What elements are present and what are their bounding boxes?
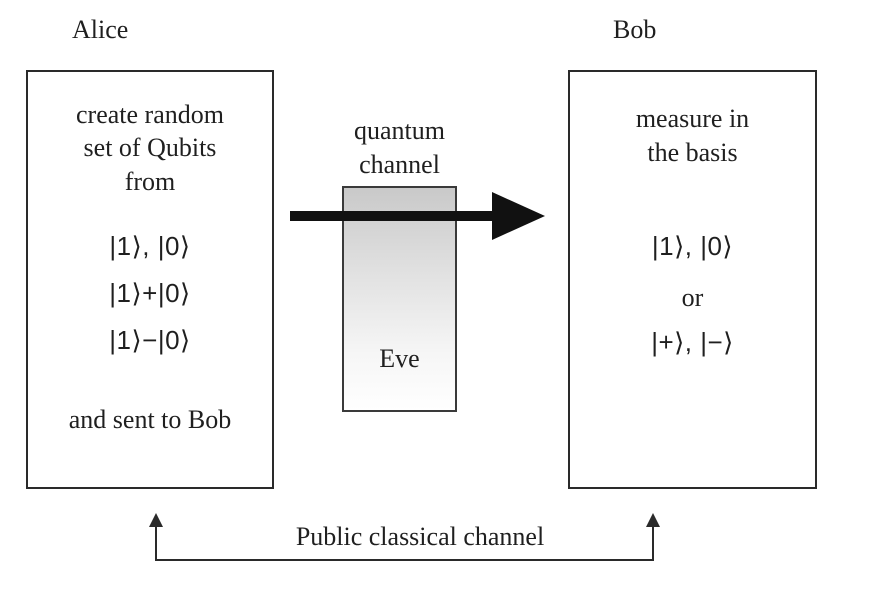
alice-state-1: |1⟩, |0⟩ (109, 231, 191, 261)
bob-box: measure in the basis |1⟩, |0⟩ or |+⟩, |−… (568, 70, 817, 489)
eve-label: Eve (379, 344, 420, 373)
quantum-channel-arrow (290, 192, 545, 240)
bob-basis-1: |1⟩, |0⟩ (651, 231, 734, 261)
eve-box: Eve (342, 186, 457, 412)
bob-basis-2: |+⟩, |−⟩ (651, 327, 734, 357)
bob-text-line-2: the basis (647, 138, 738, 167)
alice-state-3: |1⟩−|0⟩ (109, 325, 191, 355)
bob-or-label: or (681, 283, 704, 312)
alice-box: create random set of Qubits from |1⟩, |0… (26, 70, 274, 489)
alice-text-line-3: from (124, 167, 176, 196)
alice-text-line-2: set of Qubits (83, 133, 217, 162)
channel-label-line-2: channel (359, 150, 440, 179)
bob-title: Bob (613, 15, 657, 44)
alice-text-line-1: create random (76, 100, 224, 129)
public-channel-arrowhead-right (646, 513, 660, 527)
alice-footer: and sent to Bob (68, 405, 232, 434)
public-channel-connector (155, 518, 654, 561)
public-channel-arrowhead-left (149, 513, 163, 527)
bob-text-line-1: measure in (635, 104, 750, 133)
public-channel-label: Public classical channel (262, 524, 578, 550)
alice-state-2: |1⟩+|0⟩ (109, 278, 191, 308)
alice-title: Alice (72, 15, 129, 44)
channel-label-line-1: quantum (354, 116, 445, 145)
